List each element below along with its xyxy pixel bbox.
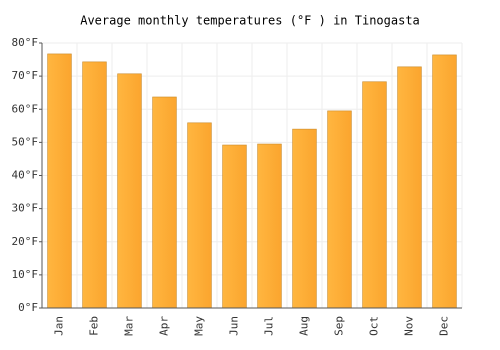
y-tick-label: 0°F: [18, 301, 38, 314]
y-tick-label: 20°F: [12, 235, 39, 248]
x-tick-label: May: [193, 316, 206, 336]
x-tick-label: Dec: [438, 316, 451, 336]
x-tick-label: Mar: [123, 316, 136, 336]
x-tick-label: Feb: [88, 316, 101, 336]
y-tick-label: 80°F: [12, 36, 39, 49]
bar: [117, 73, 142, 309]
y-tick-label: 70°F: [12, 69, 39, 82]
bar: [432, 54, 457, 309]
y-tick-label: 10°F: [12, 268, 39, 281]
x-tick-label: Nov: [403, 316, 416, 336]
x-tick-label: Aug: [298, 316, 311, 336]
bar: [187, 122, 212, 309]
bar: [152, 96, 177, 309]
y-tick-label: 60°F: [12, 102, 39, 115]
x-tick-label: Apr: [158, 316, 171, 336]
bar: [397, 66, 422, 309]
bar: [257, 143, 282, 309]
bar: [292, 128, 317, 309]
bar: [47, 53, 72, 309]
bar: [362, 81, 387, 309]
bar: [82, 61, 107, 309]
y-tick-label: 50°F: [12, 135, 39, 148]
x-tick-label: Oct: [368, 316, 381, 336]
x-tick-label: Jan: [53, 316, 66, 336]
bar: [222, 144, 247, 309]
bar: [327, 110, 352, 309]
x-tick-label: Jul: [263, 316, 276, 336]
x-tick-label: Sep: [333, 316, 346, 336]
x-tick-label: Jun: [228, 316, 241, 336]
y-tick-label: 30°F: [12, 202, 39, 215]
y-tick-label: 40°F: [12, 169, 39, 182]
chart-title: Average monthly temperatures (°F ) in Ti…: [80, 14, 420, 28]
